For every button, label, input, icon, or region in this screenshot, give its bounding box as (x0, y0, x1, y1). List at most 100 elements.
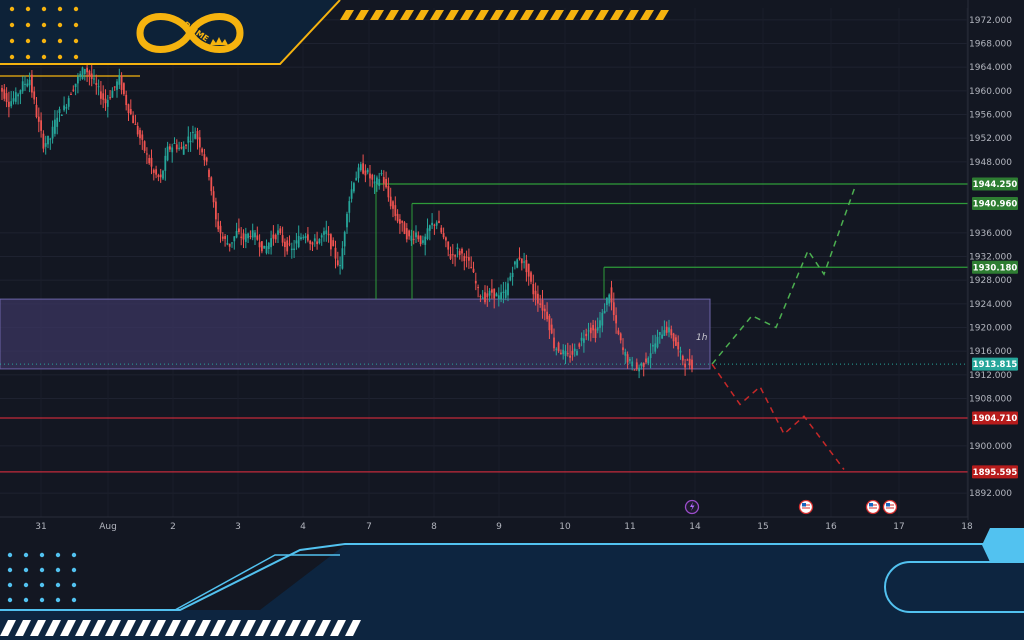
candle-body (327, 233, 330, 236)
candle-body (587, 330, 590, 332)
candle-body (640, 363, 643, 366)
candle-body (596, 327, 599, 331)
bottom-panel-fill (0, 545, 1024, 640)
white-stripe (15, 620, 31, 636)
y-tick-label: 1928.000 (969, 276, 1012, 286)
candle-body (152, 169, 155, 173)
candle-body (173, 143, 176, 145)
candle-body (267, 242, 270, 249)
candle-body (281, 235, 284, 243)
price-axis-ticks: 1972.000 1968.000 1964.000 1960.000 1956.000… (969, 16, 1012, 499)
gold-stripe (385, 10, 399, 20)
candle-body (212, 191, 215, 203)
candle-body (422, 240, 424, 243)
candle-body (12, 98, 15, 102)
price-tag-label: 1930.180 (973, 263, 1018, 273)
projection-paths (711, 183, 857, 470)
candle-body (304, 235, 307, 239)
candle-body (601, 312, 604, 326)
cyan-dot (71, 582, 77, 588)
us-flag-icon[interactable] (798, 499, 814, 515)
candle-body (17, 94, 19, 97)
candle-body (134, 123, 137, 125)
brand-header: PRIME (0, 0, 669, 65)
candle-body (603, 310, 606, 314)
candle-body (42, 133, 45, 149)
candle-body (364, 170, 367, 176)
candle-body (557, 342, 560, 352)
candle-body (606, 297, 608, 305)
candle-body (470, 266, 473, 269)
white-stripe (180, 620, 196, 636)
candle-body (488, 290, 491, 296)
us-flag-icon[interactable] (865, 499, 881, 515)
candle-body (518, 257, 521, 259)
candle-body (256, 235, 259, 240)
candle-body (242, 233, 245, 240)
candle-body (491, 289, 493, 293)
cyan-dot (39, 552, 45, 558)
candle-body (691, 359, 693, 369)
gold-dot-grid (9, 6, 79, 60)
us-flag-icon[interactable] (882, 499, 898, 515)
y-tick-label: 1952.000 (969, 134, 1012, 144)
candle-body (339, 265, 341, 267)
gold-dot (9, 54, 15, 60)
candle-body (286, 240, 289, 252)
candle-body (458, 250, 461, 256)
candle-body (385, 178, 387, 188)
white-stripe (60, 620, 76, 636)
bottom-panel-border (0, 543, 1000, 611)
candle-body (537, 293, 539, 304)
candle-body (523, 261, 525, 263)
candle-body (509, 276, 512, 281)
candle-body (249, 235, 252, 237)
y-tick-label: 1908.000 (969, 395, 1012, 405)
candle-body (28, 79, 31, 86)
gold-stripe (640, 10, 654, 20)
candle-body (219, 225, 222, 234)
candle-body (688, 358, 691, 366)
candle-body (182, 146, 185, 155)
candle-body (40, 120, 42, 131)
candle-body (231, 242, 233, 244)
candle-body (583, 338, 585, 343)
candle-body (90, 73, 93, 80)
candle-body (560, 352, 562, 355)
candle-body (668, 327, 670, 333)
y-tick-label: 1956.000 (969, 111, 1012, 121)
candle-body (118, 75, 121, 85)
candle-body (86, 67, 88, 73)
lightning-icon[interactable] (684, 499, 700, 515)
y-tick-label: 1892.000 (969, 489, 1012, 499)
gold-stripe (565, 10, 579, 20)
candle-body (366, 169, 369, 173)
gold-stripe (370, 10, 384, 20)
candle-body (479, 296, 482, 298)
price-tag-label: 1895.595 (973, 468, 1018, 478)
candle-body (520, 258, 523, 264)
gold-dot (57, 22, 63, 28)
gold-dot (25, 22, 31, 28)
candle-body (442, 233, 445, 238)
cyan-dot (7, 582, 13, 588)
cyan-dot-grid (7, 552, 77, 603)
candle-body (332, 240, 335, 247)
candle-body (684, 363, 686, 368)
x-tick-label: Aug (99, 522, 117, 532)
candle-body (49, 138, 52, 140)
candle-body (548, 315, 551, 331)
candle-body (514, 261, 516, 265)
candle-body (525, 260, 528, 273)
date-axis-ticks: 31 Aug 2 3 4 7 8 9 10 11 14 15 16 17 18 (35, 522, 973, 532)
cyan-dot (39, 582, 45, 588)
candle-body (493, 288, 496, 299)
candle-body (79, 73, 82, 77)
candle-body (348, 201, 351, 213)
candle-body (148, 158, 151, 164)
candle-body (456, 247, 459, 250)
bottom-decor (0, 528, 1024, 640)
y-tick-label: 1932.000 (969, 253, 1012, 263)
candle-body (270, 238, 272, 248)
candle-body (263, 245, 266, 249)
